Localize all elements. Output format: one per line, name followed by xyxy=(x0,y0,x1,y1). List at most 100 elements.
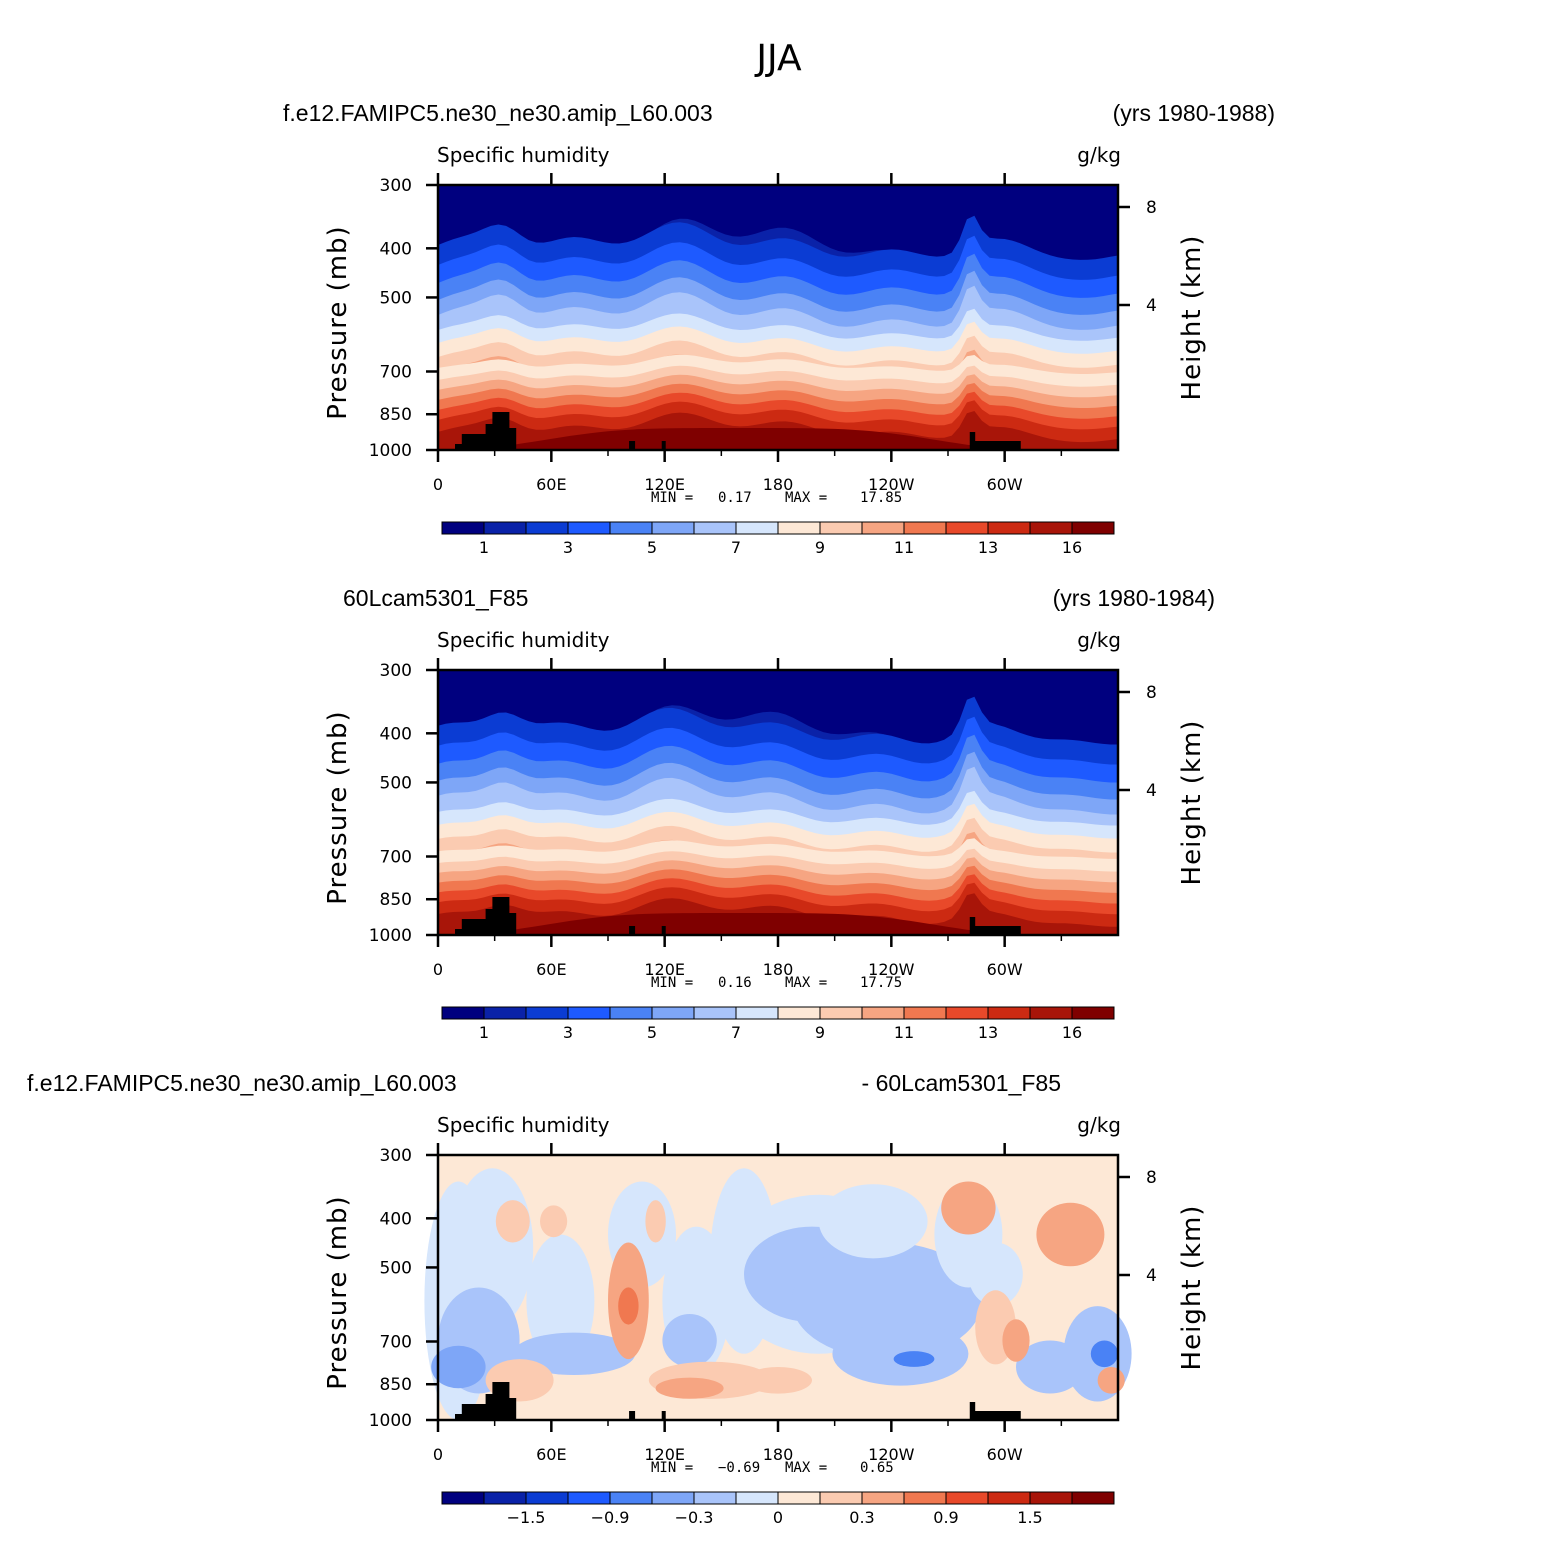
colorbar-label: 1 xyxy=(479,538,489,557)
x-tick-label: 60W xyxy=(987,475,1023,494)
colorbar-label: 0.9 xyxy=(933,1508,958,1527)
max-label: MAX = xyxy=(785,1460,828,1476)
topography-mask xyxy=(661,441,666,450)
x-tick-label: 180 xyxy=(763,475,794,494)
colorbar-box xyxy=(819,521,863,535)
colorbar-box xyxy=(777,1491,821,1505)
max-value: 0.65 xyxy=(860,1460,894,1476)
y2-tick-label: 4 xyxy=(1146,781,1157,801)
max-label: MAX = xyxy=(785,490,828,506)
contour-band xyxy=(494,428,1062,450)
y-tick-label: 1000 xyxy=(369,441,412,461)
topography-mask xyxy=(455,897,517,935)
contour-band xyxy=(1002,1319,1030,1362)
contour-band xyxy=(655,1377,724,1399)
colorbar-box xyxy=(609,1491,653,1505)
colorbar-box xyxy=(609,1006,653,1020)
min-label: MIN = xyxy=(651,1460,694,1476)
max-value: 17.75 xyxy=(860,975,903,991)
colorbar-box xyxy=(819,1006,863,1020)
contour-band xyxy=(1036,1202,1105,1267)
topography-mask xyxy=(629,441,636,450)
colorbar-box xyxy=(651,1006,695,1020)
x-tick-label: 120W xyxy=(868,960,915,979)
period-label: (yrs 1980-1988) xyxy=(1112,100,1275,126)
colorbar-box xyxy=(609,521,653,535)
colorbar-box xyxy=(441,521,485,535)
colorbar-label: 11 xyxy=(894,538,914,557)
contour-band xyxy=(818,1184,928,1259)
y-tick-label: 300 xyxy=(380,661,412,681)
case-label: f.e12.FAMIPC5.ne30_ne30.amip_L60.003 xyxy=(283,100,713,126)
colorbar-label: 13 xyxy=(978,538,998,557)
topography-mask xyxy=(455,412,517,450)
colorbar-label: 5 xyxy=(647,1023,657,1042)
colorbar-box xyxy=(987,521,1031,535)
x-tick-label: 120E xyxy=(644,960,685,979)
y2-tick-label: 8 xyxy=(1146,683,1157,703)
contour-band xyxy=(494,913,1062,935)
colorbar-box xyxy=(735,1006,779,1020)
colorbar-box xyxy=(1071,1491,1115,1505)
contour-band xyxy=(645,1200,666,1243)
colorbar-box xyxy=(903,521,947,535)
max-label: MAX = xyxy=(785,975,828,991)
colorbar-label: 0 xyxy=(773,1508,783,1527)
min-label: MIN = xyxy=(651,490,694,506)
y2-tick-label: 8 xyxy=(1146,1168,1157,1188)
y-tick-label: 500 xyxy=(380,773,412,793)
y-tick-label: 400 xyxy=(380,239,412,259)
topography-mask xyxy=(969,917,1021,935)
colorbar-box xyxy=(525,521,569,535)
x-tick-label: 0 xyxy=(433,960,443,979)
topography-mask xyxy=(969,432,1021,450)
variable-name: Specific humidity xyxy=(437,1113,610,1137)
colorbar-box xyxy=(903,1006,947,1020)
y-tick-label: 1000 xyxy=(369,1411,412,1431)
y-tick-label: 850 xyxy=(380,890,412,910)
colorbar-label: 7 xyxy=(731,538,741,557)
y-tick-label: 300 xyxy=(380,1146,412,1166)
colorbar-box xyxy=(693,521,737,535)
colorbar-label: −1.5 xyxy=(507,1508,546,1527)
y2-tick-label: 8 xyxy=(1146,198,1157,218)
min-value: −0.69 xyxy=(718,1460,761,1476)
colorbar-label: −0.3 xyxy=(675,1508,714,1527)
colorbar-box xyxy=(567,1491,611,1505)
topography-mask xyxy=(661,926,666,935)
colorbar-label: 5 xyxy=(647,538,657,557)
colorbar-label: 3 xyxy=(563,538,573,557)
y-tick-label: 500 xyxy=(380,1258,412,1278)
colorbar-label: 13 xyxy=(978,1023,998,1042)
min-label: MIN = xyxy=(651,975,694,991)
contour-band xyxy=(1097,1367,1125,1394)
y-tick-label: 850 xyxy=(380,1375,412,1395)
units-label: g/kg xyxy=(1077,143,1121,167)
colorbar-label: 3 xyxy=(563,1023,573,1042)
topography-mask xyxy=(969,1402,1021,1420)
y-tick-label: 850 xyxy=(380,405,412,425)
x-tick-label: 120W xyxy=(868,475,915,494)
colorbar-box xyxy=(567,521,611,535)
x-tick-label: 120E xyxy=(644,1445,685,1464)
colorbar-label: 7 xyxy=(731,1023,741,1042)
topography-mask xyxy=(629,1411,636,1420)
x-tick-label: 60W xyxy=(987,960,1023,979)
y2-axis-label: Height (km) xyxy=(1177,235,1207,401)
case-label: 60Lcam5301_F85 xyxy=(343,585,529,611)
colorbar-box xyxy=(861,1491,905,1505)
min-value: 0.16 xyxy=(718,975,752,991)
topography-mask xyxy=(455,1382,517,1420)
y2-axis-label: Height (km) xyxy=(1177,720,1207,886)
colorbar-label: 1.5 xyxy=(1017,1508,1042,1527)
y-tick-label: 700 xyxy=(380,847,412,867)
colorbar-box xyxy=(1071,1006,1115,1020)
colorbar-label: 11 xyxy=(894,1023,914,1042)
contour-band xyxy=(495,1200,530,1243)
colorbar-label: −0.9 xyxy=(591,1508,630,1527)
y2-axis-label: Height (km) xyxy=(1177,1205,1207,1371)
colorbar-box xyxy=(651,1491,695,1505)
colorbar-label: 1 xyxy=(479,1023,489,1042)
colorbar-box xyxy=(777,521,821,535)
